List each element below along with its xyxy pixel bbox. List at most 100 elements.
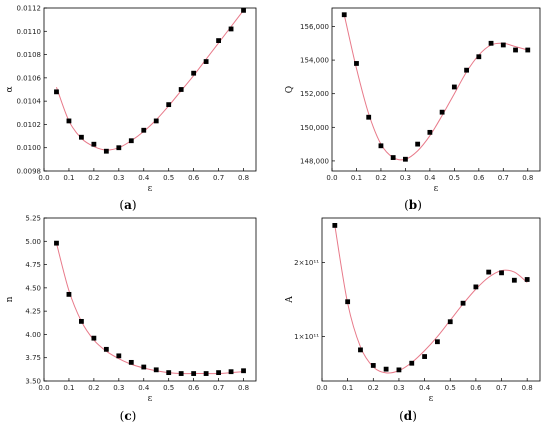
y-tick-label: 2×10¹¹ [294,259,319,267]
data-point [366,114,372,120]
panel-a: 0.0 0.1 0.2 0.3 0.4 0.5 0.6 0.7 0.8 0.0098 0.0100 0… [5,5,257,212]
panel-letter: a [124,198,132,212]
y-tick-label: 150,000 [300,124,329,132]
x-tick-label: 0.3 [113,174,124,182]
y-tick-label: 0.0104 [17,98,42,106]
data-point [228,26,234,32]
data-point [241,368,246,374]
y-tick-label: 0.0108 [17,51,42,59]
data-point [358,347,363,353]
panel-b: 0.0 0.1 0.2 0.3 0.4 0.5 0.6 0.7 0.8 148,000 150,00… [285,7,541,212]
y-tick-label: 4.50 [25,284,41,292]
x-tick-label: 0.5 [163,174,174,182]
x-tick-label: 0.7 [213,384,224,392]
data-point [178,371,184,376]
data-point [216,370,221,376]
fit-curve [56,10,244,151]
data-point [116,145,122,151]
x-tick-label: 0.7 [498,174,509,182]
x-tick-label: 0.4 [424,174,436,182]
x-axis-label: ε [434,184,439,194]
data-point [178,87,184,92]
x-tick-label: 0.2 [88,174,99,182]
data-point [427,129,433,135]
x-tick-label: 0.6 [188,174,200,182]
y-tick-label: 4.75 [25,261,41,269]
x-tick-label: 0.1 [63,174,74,182]
x-tick-label: 0.8 [522,174,533,182]
x-tick-label: 0.1 [342,384,353,392]
data-point [116,353,122,359]
y-tick-label: 5.00 [25,238,41,246]
fit-curve [55,243,244,375]
x-tick-label: 0.2 [88,384,99,392]
y-tick-label: 3.50 [25,378,41,386]
data-point [354,61,359,66]
panel-d: 0.0 0.1 0.2 0.3 0.4 0.5 0.6 0.7 0.8 1×10¹¹ 2×10¹¹ ε… [285,217,541,423]
x-axis-label: ε [148,184,153,194]
data-point [370,363,376,368]
data-point [415,141,421,147]
x-tick-label: 0.5 [163,384,174,392]
data-point [341,12,347,18]
data-point [91,335,97,341]
x-tick-label: 0.8 [238,384,249,392]
y-axis-label: Q [285,86,295,93]
y-axis-label: A [285,296,295,304]
data-point [513,47,518,53]
data-point [228,369,234,375]
data-point [66,291,72,297]
y-axis-label: α [5,86,15,92]
x-tick-label: 0.6 [188,384,200,392]
panel-letter: d [404,409,413,423]
y-tick-label: 0.0100 [17,144,42,152]
data-point [79,318,84,324]
x-tick-label: 0.2 [368,384,379,392]
data-point [79,134,84,140]
x-tick-label: 0.3 [400,174,411,182]
x-tick-label: 0.4 [138,384,150,392]
x-tick-label: 0.6 [473,174,485,182]
data-point [460,300,466,306]
x-tick-label: 0.8 [522,384,533,392]
data-point [103,346,109,352]
x-tick-label: 0.0 [38,174,49,182]
data-point [378,143,384,149]
data-point [153,367,159,373]
data-point [166,370,172,376]
data-point [141,364,147,370]
x-axis-label: ε [429,394,434,404]
data-point [332,223,338,228]
fit-curve [334,225,528,374]
data-point [435,339,440,345]
x-tick-label: 0.7 [213,174,224,182]
y-tick-label: 154,000 [300,57,329,65]
data-point [191,70,197,76]
data-point [54,89,59,95]
x-tick-label: 0.5 [449,174,460,182]
data-point [488,40,494,46]
data-point [166,102,172,108]
data-point [153,118,159,124]
x-tick-label: 0.1 [63,384,74,392]
y-tick-label: 4.00 [25,331,41,339]
y-tick-label: 4.25 [25,308,41,316]
data-point [66,118,72,124]
data-point [511,277,517,283]
x-tick-label: 0.3 [393,384,404,392]
x-tick-label: 0.0 [316,384,327,392]
y-tick-label: 148,000 [300,157,329,165]
data-point [216,38,221,43]
data-point [396,367,402,373]
panel-caption: (b) [404,198,422,212]
data-point [524,277,530,282]
data-point [345,299,351,305]
x-tick-label: 0.3 [113,384,124,392]
data-point [403,156,408,162]
data-point [464,67,469,73]
x-tick-label: 0.7 [496,384,507,392]
y-tick-label: 152,000 [300,90,329,98]
y-tick-label: 0.0106 [17,74,42,82]
x-axis-label: ε [148,394,153,404]
data-point [500,42,506,48]
